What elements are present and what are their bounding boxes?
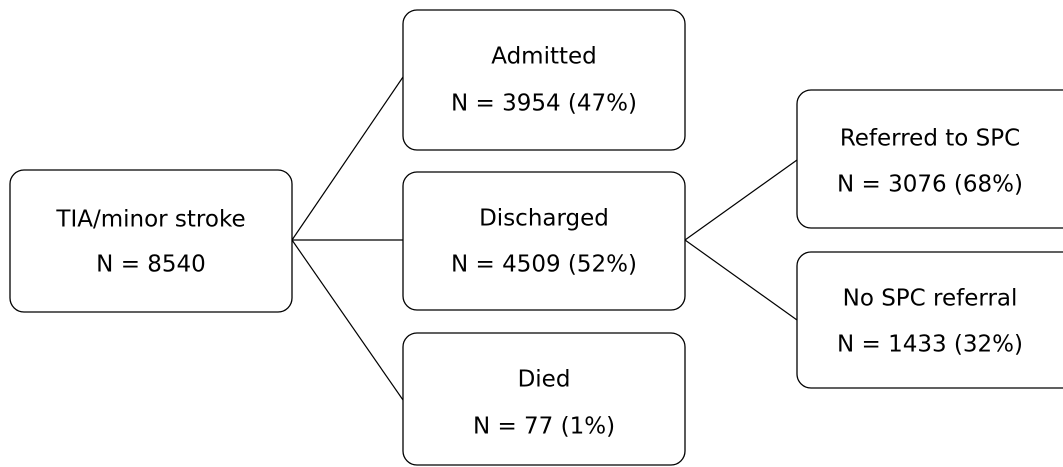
box xyxy=(402,9,686,151)
node-detail: N = 3076 (68%) xyxy=(837,172,1023,198)
box xyxy=(402,332,686,466)
node-label: Died xyxy=(518,367,571,393)
node-label: TIA/minor stroke xyxy=(55,207,245,233)
node-label: Admitted xyxy=(491,44,597,70)
node-box: Referred to SPC N = 3076 (68%) xyxy=(796,89,1063,229)
box xyxy=(796,89,1063,229)
node-label: Referred to SPC xyxy=(840,126,1020,152)
node-box: No SPC referral N = 1433 (32%) xyxy=(796,251,1063,389)
node-label: No SPC referral xyxy=(843,286,1018,312)
box xyxy=(9,169,293,313)
connector xyxy=(291,239,404,401)
node-box: Died N = 77 (1%) xyxy=(402,332,686,466)
node-detail: N = 8540 xyxy=(96,252,206,278)
node-detail: N = 77 (1%) xyxy=(473,414,615,440)
node-box: Discharged N = 4509 (52%) xyxy=(402,171,686,311)
node-detail: N = 1433 (32%) xyxy=(837,332,1023,358)
connector xyxy=(684,159,798,241)
box xyxy=(796,251,1063,389)
connector xyxy=(684,239,798,321)
node-detail: N = 4509 (52%) xyxy=(451,252,637,278)
node-detail: N = 3954 (47%) xyxy=(451,91,637,117)
node-box: TIA/minor stroke N = 8540 xyxy=(9,169,293,313)
box xyxy=(402,171,686,311)
node-box: Admitted N = 3954 (47%) xyxy=(402,9,686,151)
node-label: Discharged xyxy=(479,206,609,232)
connector xyxy=(291,76,404,241)
